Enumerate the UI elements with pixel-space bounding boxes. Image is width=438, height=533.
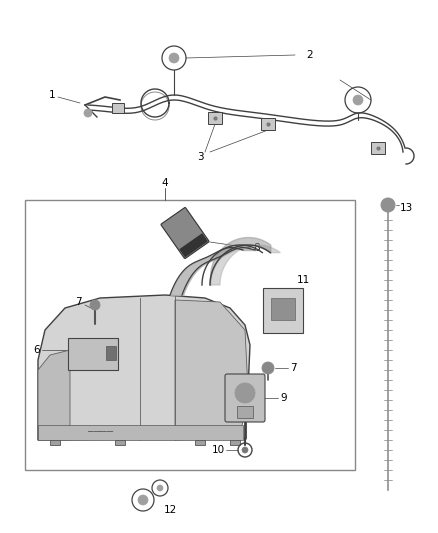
Circle shape bbox=[242, 447, 248, 453]
Circle shape bbox=[90, 300, 100, 310]
Text: 7: 7 bbox=[75, 297, 81, 307]
Bar bbox=[112, 103, 124, 113]
Bar bbox=[50, 440, 60, 445]
Text: 6: 6 bbox=[33, 345, 40, 355]
Polygon shape bbox=[210, 245, 280, 285]
Circle shape bbox=[381, 198, 395, 212]
Circle shape bbox=[138, 495, 148, 505]
Circle shape bbox=[84, 109, 92, 117]
FancyBboxPatch shape bbox=[161, 207, 209, 259]
Bar bbox=[195, 440, 205, 445]
Text: 4: 4 bbox=[162, 178, 168, 188]
Bar bbox=[263, 288, 303, 333]
Bar bbox=[115, 440, 125, 445]
Bar bbox=[261, 118, 275, 130]
Circle shape bbox=[353, 95, 363, 105]
Text: 3: 3 bbox=[197, 152, 203, 162]
Polygon shape bbox=[175, 300, 248, 440]
Circle shape bbox=[235, 383, 255, 403]
Text: 11: 11 bbox=[297, 275, 310, 285]
Bar bbox=[271, 298, 295, 320]
Circle shape bbox=[169, 53, 179, 63]
Text: 10: 10 bbox=[212, 445, 225, 455]
Bar bbox=[106, 346, 116, 360]
Bar bbox=[38, 425, 243, 440]
Bar bbox=[230, 440, 240, 445]
Text: 8: 8 bbox=[253, 243, 260, 253]
Bar bbox=[371, 142, 385, 154]
Text: 12: 12 bbox=[163, 505, 177, 515]
Text: 9: 9 bbox=[280, 393, 286, 403]
Bar bbox=[208, 112, 222, 124]
Bar bbox=[237, 406, 253, 418]
Bar bbox=[68, 338, 118, 370]
Bar bbox=[25, 200, 355, 470]
Bar bbox=[179, 233, 208, 257]
Circle shape bbox=[157, 485, 163, 491]
Polygon shape bbox=[38, 350, 70, 440]
Polygon shape bbox=[38, 295, 250, 440]
FancyBboxPatch shape bbox=[225, 374, 265, 422]
Text: 7: 7 bbox=[290, 363, 297, 373]
Text: ━━━━━━━━: ━━━━━━━━ bbox=[87, 430, 113, 434]
Circle shape bbox=[262, 362, 274, 374]
Text: 13: 13 bbox=[400, 203, 413, 213]
Text: 2: 2 bbox=[306, 50, 313, 60]
Text: 1: 1 bbox=[49, 90, 55, 100]
